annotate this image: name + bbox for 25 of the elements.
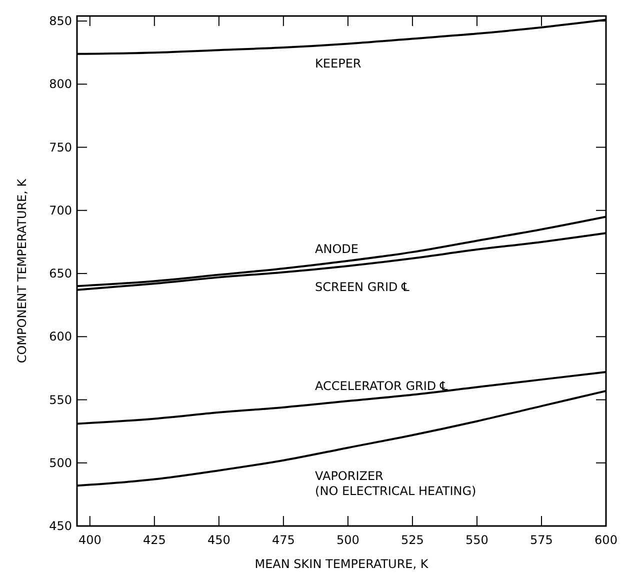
x-tick-label: 575: [530, 533, 553, 547]
series-label: KEEPER: [315, 56, 362, 71]
x-axis-title: MEAN SKIN TEMPERATURE, K: [254, 557, 430, 571]
x-tick-label: 450: [207, 533, 230, 547]
x-tick-label: 475: [272, 533, 295, 547]
y-tick-label: 650: [49, 266, 72, 281]
x-tick-label: 525: [401, 533, 424, 547]
y-tick-label: 700: [49, 203, 72, 218]
y-tick-label: 800: [49, 77, 72, 92]
x-tick-label: 600: [594, 533, 618, 547]
series-label: ACCELERATOR GRID ℄: [315, 379, 448, 394]
series-label: VAPORIZER (NO ELECTRICAL HEATING): [315, 469, 476, 498]
x-tick-label: 400: [78, 533, 102, 547]
series-label: SCREEN GRID ℄: [315, 280, 410, 294]
x-tick-label: 500: [336, 533, 360, 547]
y-tick-label: 550: [49, 392, 72, 407]
y-tick-label: 850: [49, 14, 72, 28]
x-tick-label: 425: [142, 533, 166, 547]
series-label: ANODE: [315, 242, 359, 256]
y-tick-label: 450: [49, 519, 72, 533]
y-tick-label: 600: [49, 330, 72, 344]
y-axis-title: COMPONENT TEMPERATURE, K: [15, 178, 29, 364]
y-tick-label: 750: [49, 140, 72, 154]
x-tick-label: 550: [466, 533, 488, 547]
y-tick-label: 500: [49, 456, 72, 470]
